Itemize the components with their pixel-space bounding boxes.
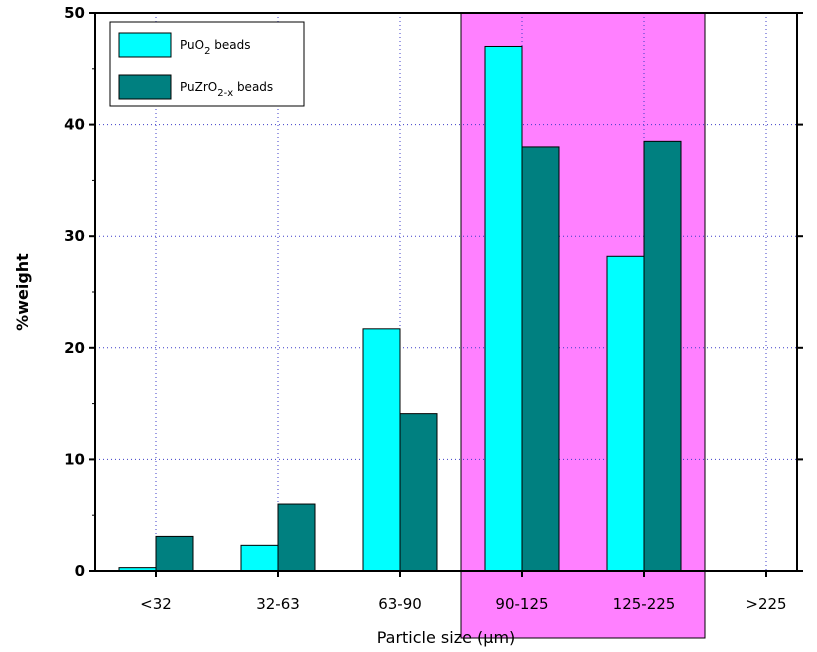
legend-swatch [118,74,172,100]
x-tick-label: >225 [745,595,786,613]
bar [362,328,401,572]
bar [521,146,560,572]
y-tick-label: 30 [64,227,85,245]
y-axis-title: %weight [13,253,32,331]
bar [643,140,682,572]
bar [399,413,438,572]
bar [155,535,194,572]
x-tick-label: 32-63 [256,595,300,613]
legend-label: PuZrO2-x beads [180,80,273,99]
y-tick-label: 50 [64,4,85,22]
x-tick-label: 90-125 [495,595,548,613]
y-tick-label: 10 [64,450,85,468]
y-ticks: 0 10 20 30 40 50 [64,4,803,580]
bars [118,45,682,572]
y-tick-label: 40 [64,116,85,134]
legend-label: PuO2 beads [180,38,251,57]
y-tick-label: 20 [64,339,85,357]
bar [606,255,645,572]
bar [277,503,316,572]
x-tick-label: 125-225 [613,595,676,613]
legend-swatch [118,32,172,58]
x-tick-label: <32 [140,595,172,613]
legend: PuO2 beads PuZrO2-x beads [109,21,305,107]
y-tick-label: 0 [75,562,85,580]
bar [484,45,523,572]
x-tick-label: 63-90 [378,595,422,613]
bar [240,544,279,572]
x-ticks: <32 32-63 63-90 90-125 125-225 >225 [140,571,787,613]
x-axis-title: Particle size (µm) [377,628,516,647]
